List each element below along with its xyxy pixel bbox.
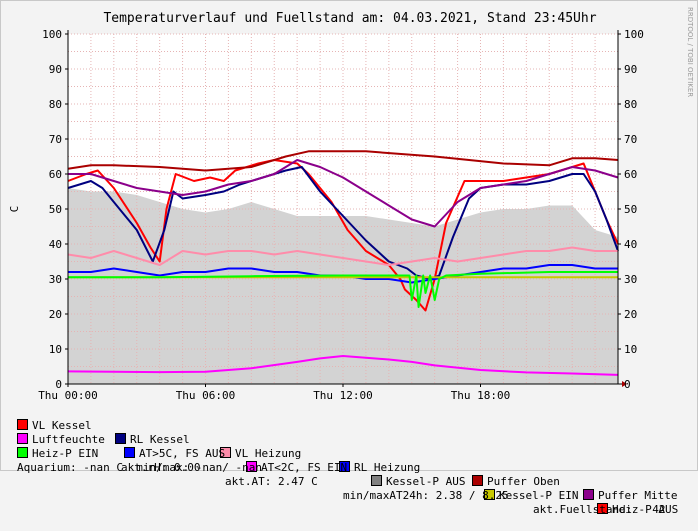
y-tick-label: 10 <box>624 343 637 356</box>
y-tick-label: 30 <box>624 273 637 286</box>
x-axis-arrow <box>622 381 627 387</box>
temperature-chart: 0 0 10 10 20 20 30 30 40 40 50 50 60 60 70 70 80 80 90 90 10… <box>8 11 644 402</box>
x-tick-label: Thu 00:00 <box>38 389 98 402</box>
y-axis-label: C <box>8 206 21 213</box>
series-line <box>67 355 619 376</box>
legend-item: Puffer Oben <box>472 475 560 489</box>
x-tick-label: Thu 06:00 <box>176 389 236 402</box>
y-tick-label: 30 <box>49 273 62 286</box>
x-tick-label: Thu 18:00 <box>451 389 511 402</box>
legend-item: AT>5C, FS AUS <box>124 447 225 461</box>
y-tick-label: 100 <box>42 28 62 41</box>
legend-swatch <box>17 419 28 430</box>
legend-item: VL Heizung <box>220 447 301 461</box>
y-tick-label: 70 <box>49 133 62 146</box>
y-tick-label: 40 <box>49 238 62 251</box>
chart-frame: 0 0 10 10 20 20 30 30 40 40 50 50 60 60 70 70 80 80 90 90 10… <box>0 0 698 516</box>
y-tick-label: 40 <box>624 238 637 251</box>
y-tick-label: 80 <box>624 98 637 111</box>
chart-title: Temperaturverlauf und Fuellstand am: 04.… <box>103 11 596 26</box>
legend-swatch <box>371 475 382 486</box>
legend-swatch <box>583 489 594 500</box>
legend-label: Luftfeuchte <box>32 433 105 446</box>
y-tick-label: 60 <box>624 168 637 181</box>
legend-label: AT>5C, FS AUS <box>139 447 226 460</box>
y-tick-label: 20 <box>49 308 62 321</box>
legend-label: RL Kessel <box>130 433 190 446</box>
legend-label: VL Heizung <box>235 447 302 460</box>
legend-row-4: Aquarium: -nan C min/max: -nan/ -nan <box>17 447 262 489</box>
legend-label: RL Heizung <box>354 461 421 474</box>
legend-label: AT<2C, FS EIN <box>261 461 348 474</box>
series-line <box>67 159 619 312</box>
legend-label: Kessel-P AUS <box>386 475 466 488</box>
legend-label: Puffer Mitte <box>598 489 678 502</box>
legend-item: VL Kessel <box>17 419 92 433</box>
legend-label: VL Kessel <box>32 419 92 432</box>
y-tick-label: 20 <box>624 308 637 321</box>
y-tick-label: 90 <box>624 63 637 76</box>
series-line <box>68 271 618 308</box>
legend-swatch <box>17 447 28 458</box>
outside-temp-readout: akt.AT: 2.47 C <box>225 475 318 488</box>
legend-swatch <box>124 447 135 458</box>
legend-item: Heiz-P EIN <box>17 447 98 461</box>
series-line <box>67 150 619 172</box>
y-tick-label: 90 <box>49 63 62 76</box>
legend-swatch <box>17 433 28 444</box>
legend-item: RL Heizung <box>339 461 420 475</box>
legend-label: Puffer Oben <box>487 475 560 488</box>
series-line <box>67 246 618 266</box>
legend-swatch <box>472 475 483 486</box>
fill-level-readout: akt.Fuellstand: 42 <box>533 503 666 516</box>
y-tick-label: 60 <box>49 168 62 181</box>
y-tick-label: 0 <box>624 378 631 391</box>
legend-item: Kessel-P AUS <box>371 475 465 489</box>
legend-item: RL Kessel <box>115 433 190 447</box>
y-tick-label: 50 <box>49 203 62 216</box>
legend-label: Heiz-P EIN <box>32 447 99 460</box>
legend-swatch <box>115 433 126 444</box>
minmax-readout: min/maxAT24h: 2.38 / 8.25 <box>343 489 509 502</box>
y-tick-label: 0 <box>55 378 62 391</box>
rrdtool-watermark: RRDTOOL / TOBI OETIKER <box>686 7 694 98</box>
legend-item: Puffer Mitte <box>583 489 677 503</box>
series-line <box>67 166 619 280</box>
legend-item: Luftfeuchte <box>17 433 105 447</box>
y-tick-label: 10 <box>49 343 62 356</box>
aquarium-readout: Aquarium: -nan C min/max: -nan/ -nan <box>17 461 263 474</box>
y-tick-label: 100 <box>624 28 644 41</box>
y-tick-label: 50 <box>624 203 637 216</box>
legend-label: Kessel-P EIN <box>499 489 579 502</box>
y-tick-label: 70 <box>624 133 637 146</box>
legend-swatch <box>220 447 231 458</box>
series-line <box>68 159 619 228</box>
y-tick-label: 80 <box>49 98 62 111</box>
x-tick-label: Thu 12:00 <box>313 389 373 402</box>
